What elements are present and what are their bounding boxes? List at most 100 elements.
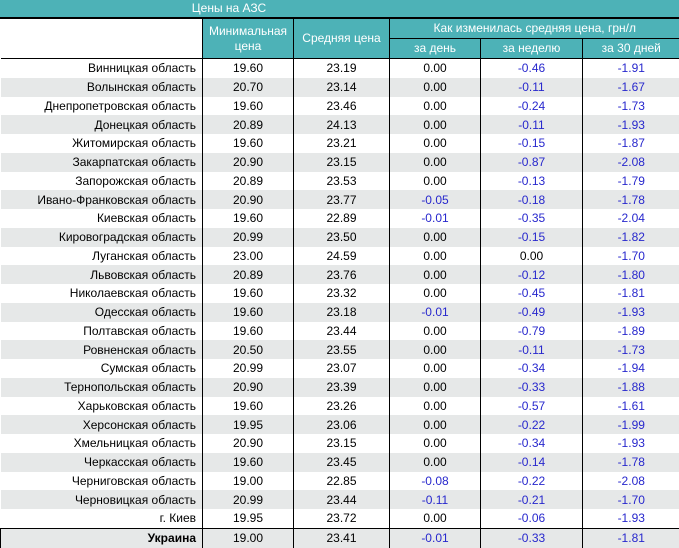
change-30days-cell: -2.04 bbox=[582, 209, 679, 228]
min-price-cell: 20.89 bbox=[202, 265, 294, 284]
change-day-cell: 0.00 bbox=[389, 77, 481, 97]
avg-price-cell: 23.72 bbox=[293, 509, 390, 529]
avg-price-cell: 23.44 bbox=[293, 490, 390, 509]
avg-price-cell: 23.32 bbox=[293, 284, 390, 303]
region-cell: Донецкая область bbox=[94, 117, 196, 132]
change-day-cell: 0.00 bbox=[389, 171, 481, 191]
change-day-cell: 0.00 bbox=[389, 415, 481, 434]
region-cell: Одесская область bbox=[94, 305, 196, 320]
change-day-cell: 0.00 bbox=[389, 96, 481, 116]
change-week-cell: -0.18 bbox=[480, 190, 583, 209]
region-cell: Черниговская область bbox=[71, 473, 196, 488]
avg-price-cell: 23.06 bbox=[293, 415, 390, 434]
avg-price-cell: 23.15 bbox=[293, 434, 390, 453]
avg-price-cell: 23.76 bbox=[293, 265, 390, 284]
table-row: Полтавская область 19.60 23.44 0.00 -0.79 -1.… bbox=[1, 321, 679, 341]
avg-price-cell: 23.14 bbox=[293, 77, 390, 97]
region-cell: Хмельницкая область bbox=[73, 436, 196, 451]
change-30days-cell: -1.87 bbox=[582, 134, 679, 153]
change-30days-cell: -1.78 bbox=[582, 452, 679, 472]
region-cell: Волынская область bbox=[86, 80, 196, 95]
region-column-header bbox=[0, 19, 203, 59]
change-30days-cell: -2.08 bbox=[582, 471, 679, 491]
change-day-cell: -0.08 bbox=[389, 471, 481, 491]
change-30days-cell: -1.94 bbox=[582, 359, 679, 378]
region-cell: Украина bbox=[0, 527, 203, 548]
avg-price-header: Средняя цена bbox=[293, 19, 390, 59]
avg-price-cell: 23.45 bbox=[293, 452, 390, 472]
change-week-cell: -0.33 bbox=[480, 527, 583, 548]
avg-price-cell: 23.15 bbox=[293, 152, 390, 172]
change-week-cell: 0.00 bbox=[480, 246, 583, 266]
table-row: Житомирская область 19.60 23.21 0.00 -0.15 -1… bbox=[1, 134, 679, 153]
change-30days-cell: -1.93 bbox=[582, 302, 679, 322]
change-day-cell: 0.00 bbox=[389, 340, 481, 359]
change-day-cell: 0.00 bbox=[389, 377, 481, 397]
min-price-cell: 20.50 bbox=[202, 340, 294, 359]
change-day-cell: 0.00 bbox=[389, 434, 481, 453]
change-week-cell: -0.34 bbox=[480, 434, 583, 453]
table-row: Волынская область 20.70 23.14 0.00 -0.11 -1.6… bbox=[0, 77, 679, 97]
change-30days-cell: -1.99 bbox=[582, 415, 679, 434]
table-row: Донецкая область 20.89 24.13 0.00 -0.11 -1.93 bbox=[0, 115, 679, 134]
change-30days-cell: -2.08 bbox=[582, 152, 679, 172]
change-day-cell: -0.11 bbox=[389, 490, 481, 509]
change-30days-cell: -1.93 bbox=[582, 434, 679, 453]
header-row-sub: за день за неделю за 30 дней bbox=[1, 38, 679, 59]
min-price-header: Минимальная цена bbox=[202, 19, 294, 59]
min-price-cell: 20.99 bbox=[202, 227, 294, 247]
change-day-cell: 0.00 bbox=[389, 359, 481, 378]
change-30days-cell: -1.78 bbox=[582, 190, 679, 209]
region-cell: г. Киев bbox=[159, 511, 196, 526]
min-price-cell: 20.89 bbox=[202, 171, 294, 191]
min-price-cell: 19.60 bbox=[202, 396, 294, 416]
change-day-cell: 0.00 bbox=[389, 284, 481, 303]
table-row: Тернопольская область 20.90 23.39 0.00 -0.33… bbox=[0, 377, 679, 397]
change-day-cell: 0.00 bbox=[389, 246, 481, 266]
table-row: Хмельницкая область 20.90 23.15 0.00 -0.34 -1… bbox=[1, 434, 679, 453]
change-week-cell: -0.57 bbox=[480, 396, 583, 416]
min-price-cell: 19.60 bbox=[202, 452, 294, 472]
region-cell: Запорожская область bbox=[75, 173, 196, 188]
change-week-cell: -0.34 bbox=[480, 359, 583, 378]
region-cell: Ровненская область bbox=[83, 342, 196, 357]
per-week-header: за неделю bbox=[480, 38, 583, 59]
avg-price-cell: 23.26 bbox=[293, 396, 390, 416]
region-cell: Кировоградская область bbox=[58, 230, 196, 245]
change-day-cell: -0.05 bbox=[389, 190, 481, 209]
min-price-cell: 19.60 bbox=[202, 302, 294, 322]
price-table: Минимальная цена Средняя цена Как измени… bbox=[0, 19, 679, 548]
region-cell: Полтавская область bbox=[83, 323, 196, 338]
change-day-cell: 0.00 bbox=[389, 321, 481, 341]
region-cell: Харьковская область bbox=[77, 398, 196, 413]
table-row: Сумская область 20.99 23.07 0.00 -0.34 -1.94 bbox=[1, 359, 679, 378]
change-week-cell: -0.79 bbox=[480, 321, 583, 341]
table-row: Кировоградская область 20.99 23.50 0.00 -0.1… bbox=[0, 227, 679, 247]
change-day-cell: -0.01 bbox=[389, 302, 481, 322]
change-30days-cell: -1.89 bbox=[582, 321, 679, 341]
min-price-cell: 19.95 bbox=[202, 415, 294, 434]
change-week-cell: -0.35 bbox=[480, 209, 583, 228]
change-week-cell: -0.06 bbox=[480, 509, 583, 529]
change-week-cell: -0.21 bbox=[480, 490, 583, 509]
change-day-cell: 0.00 bbox=[389, 58, 481, 78]
change-30days-cell: -1.81 bbox=[582, 527, 679, 548]
table-row: Винницкая область 19.60 23.19 0.00 -0.46 -1.9… bbox=[1, 58, 679, 78]
table-row: г. Киев 19.95 23.72 0.00 -0.06 -1.93 bbox=[1, 509, 679, 529]
min-price-cell: 19.60 bbox=[202, 96, 294, 116]
change-week-cell: -0.45 bbox=[480, 284, 583, 303]
change-week-cell: -0.15 bbox=[480, 134, 583, 153]
table-row: Ровненская область 20.50 23.55 0.00 -0.11 -1.… bbox=[0, 340, 679, 359]
avg-price-cell: 24.13 bbox=[293, 115, 390, 134]
change-day-cell: -0.01 bbox=[389, 209, 481, 228]
change-week-cell: -0.15 bbox=[480, 227, 583, 247]
table-row: Закарпатская область 20.90 23.15 0.00 -0.87-… bbox=[0, 152, 679, 172]
table-row: Киевская область 19.60 22.89 -0.01 -0.35 -2.0… bbox=[1, 209, 679, 228]
min-price-cell: 19.60 bbox=[202, 58, 294, 78]
min-price-cell: 19.60 bbox=[202, 209, 294, 228]
change-week-cell: -0.24 bbox=[480, 96, 583, 116]
table-row: Черновицкая область 20.99 23.44 -0.11 -0.21-… bbox=[0, 490, 679, 509]
min-price-cell: 23.00 bbox=[202, 246, 294, 266]
region-cell: Львовская область bbox=[90, 267, 196, 282]
